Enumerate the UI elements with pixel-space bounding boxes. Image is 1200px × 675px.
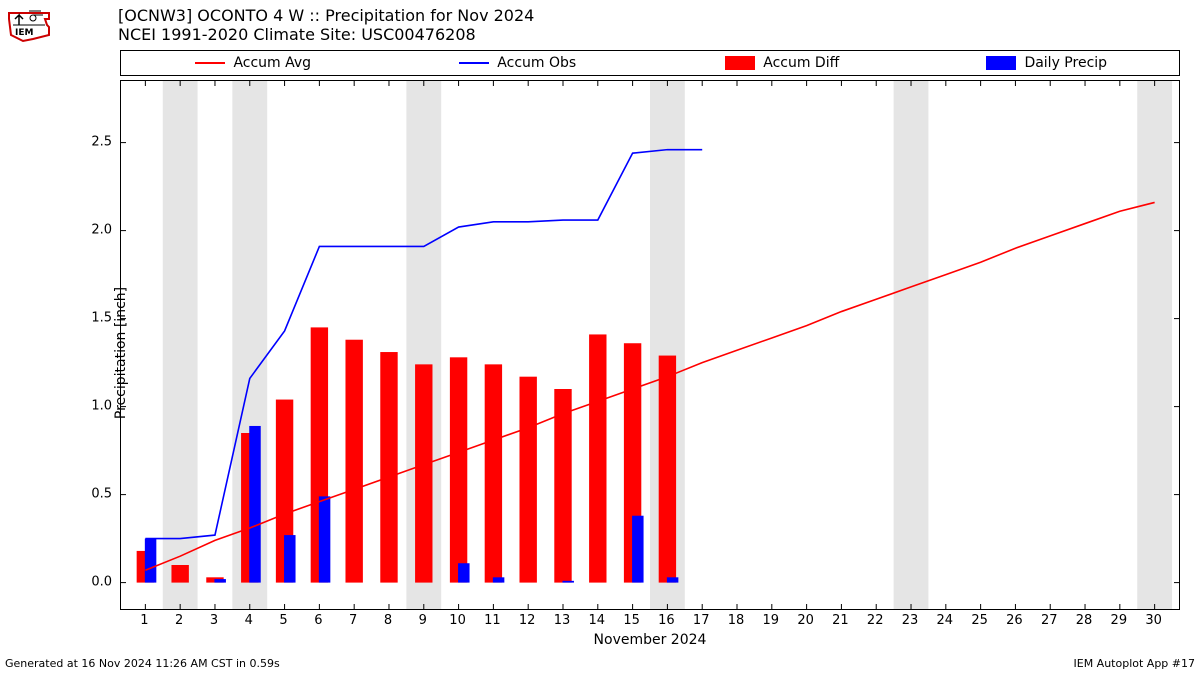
x-tick: 6 xyxy=(314,613,322,628)
legend-swatch xyxy=(195,62,225,64)
y-tick: 2.5 xyxy=(91,134,112,149)
x-tick: 14 xyxy=(589,613,606,628)
legend-swatch xyxy=(986,56,1016,70)
x-tick: 13 xyxy=(554,613,571,628)
x-tick: 2 xyxy=(175,613,183,628)
x-tick: 27 xyxy=(1041,613,1058,628)
svg-text:IEM: IEM xyxy=(15,28,33,38)
x-tick: 26 xyxy=(1006,613,1023,628)
x-axis-label: November 2024 xyxy=(120,632,1180,648)
x-tick: 16 xyxy=(658,613,675,628)
x-tick: 25 xyxy=(971,613,988,628)
x-tick: 20 xyxy=(797,613,814,628)
x-tick: 4 xyxy=(245,613,253,628)
x-tick: 10 xyxy=(449,613,466,628)
x-tick: 15 xyxy=(623,613,640,628)
title-line-1: [OCNW3] OCONTO 4 W :: Precipitation for … xyxy=(118,6,534,25)
x-tick: 18 xyxy=(728,613,745,628)
y-tick: 1.5 xyxy=(91,310,112,325)
x-tick: 22 xyxy=(867,613,884,628)
x-tick: 29 xyxy=(1111,613,1128,628)
y-tick: 0.0 xyxy=(91,574,112,589)
y-tick: 0.5 xyxy=(91,486,112,501)
footer-app: IEM Autoplot App #17 xyxy=(1074,657,1196,670)
chart-title: [OCNW3] OCONTO 4 W :: Precipitation for … xyxy=(118,6,534,44)
title-line-2: NCEI 1991-2020 Climate Site: USC00476208 xyxy=(118,25,534,44)
footer-generated: Generated at 16 Nov 2024 11:26 AM CST in… xyxy=(5,657,280,670)
x-tick: 24 xyxy=(937,613,954,628)
x-tick: 19 xyxy=(763,613,780,628)
y-tick: 2.0 xyxy=(91,222,112,237)
x-tick: 23 xyxy=(902,613,919,628)
legend: Accum Avg Accum Obs Accum Diff Daily Precip xyxy=(120,50,1180,76)
x-tick: 12 xyxy=(519,613,536,628)
legend-label: Accum Obs xyxy=(497,55,576,71)
y-tick: 1.0 xyxy=(91,398,112,413)
iem-logo: IEM xyxy=(5,5,53,45)
legend-item: Accum Obs xyxy=(386,55,651,71)
x-tick: 30 xyxy=(1145,613,1162,628)
legend-item: Daily Precip xyxy=(915,55,1180,71)
x-tick: 21 xyxy=(832,613,849,628)
legend-item: Accum Diff xyxy=(650,55,915,71)
x-tick: 11 xyxy=(484,613,501,628)
legend-swatch xyxy=(459,62,489,64)
chart-plot xyxy=(120,80,1180,610)
y-axis-label: Precipitation [inch] xyxy=(113,287,129,419)
x-tick: 1 xyxy=(140,613,148,628)
x-tick: 9 xyxy=(419,613,427,628)
x-tick: 17 xyxy=(693,613,710,628)
legend-swatch xyxy=(725,56,755,70)
x-tick: 8 xyxy=(384,613,392,628)
x-tick: 3 xyxy=(210,613,218,628)
legend-label: Accum Diff xyxy=(763,55,839,71)
x-tick: 7 xyxy=(349,613,357,628)
legend-label: Accum Avg xyxy=(233,55,311,71)
legend-label: Daily Precip xyxy=(1024,55,1107,71)
x-tick: 5 xyxy=(279,613,287,628)
legend-item: Accum Avg xyxy=(121,55,386,71)
x-tick: 28 xyxy=(1076,613,1093,628)
